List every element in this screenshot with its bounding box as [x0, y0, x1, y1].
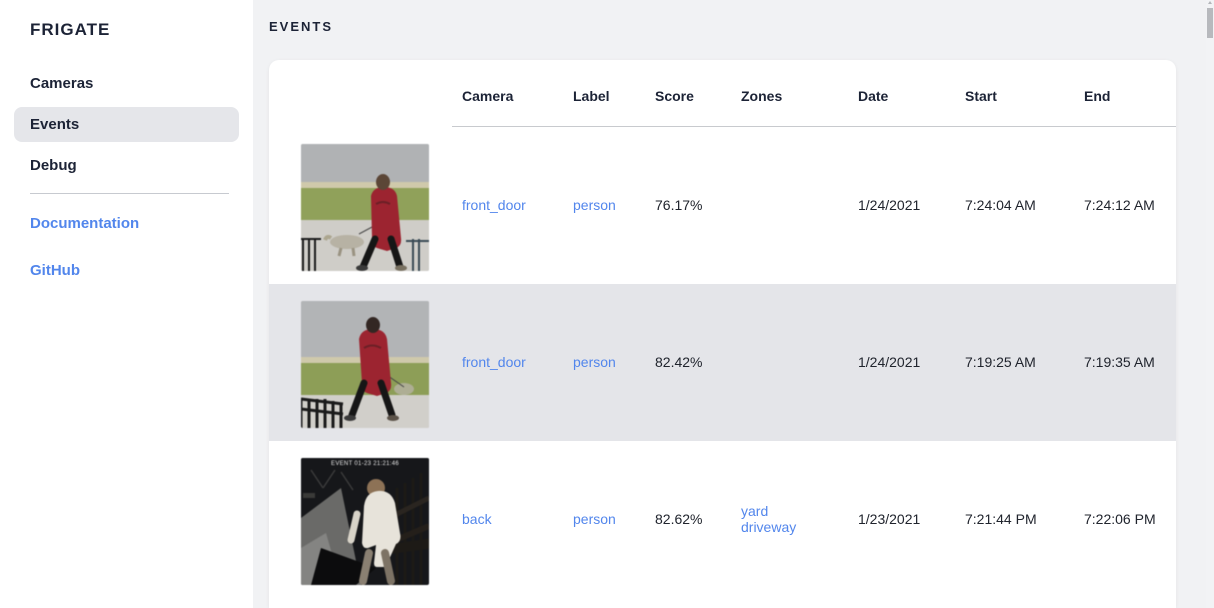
svg-text:EVENT 01-23 21:21:46: EVENT 01-23 21:21:46: [331, 461, 399, 467]
